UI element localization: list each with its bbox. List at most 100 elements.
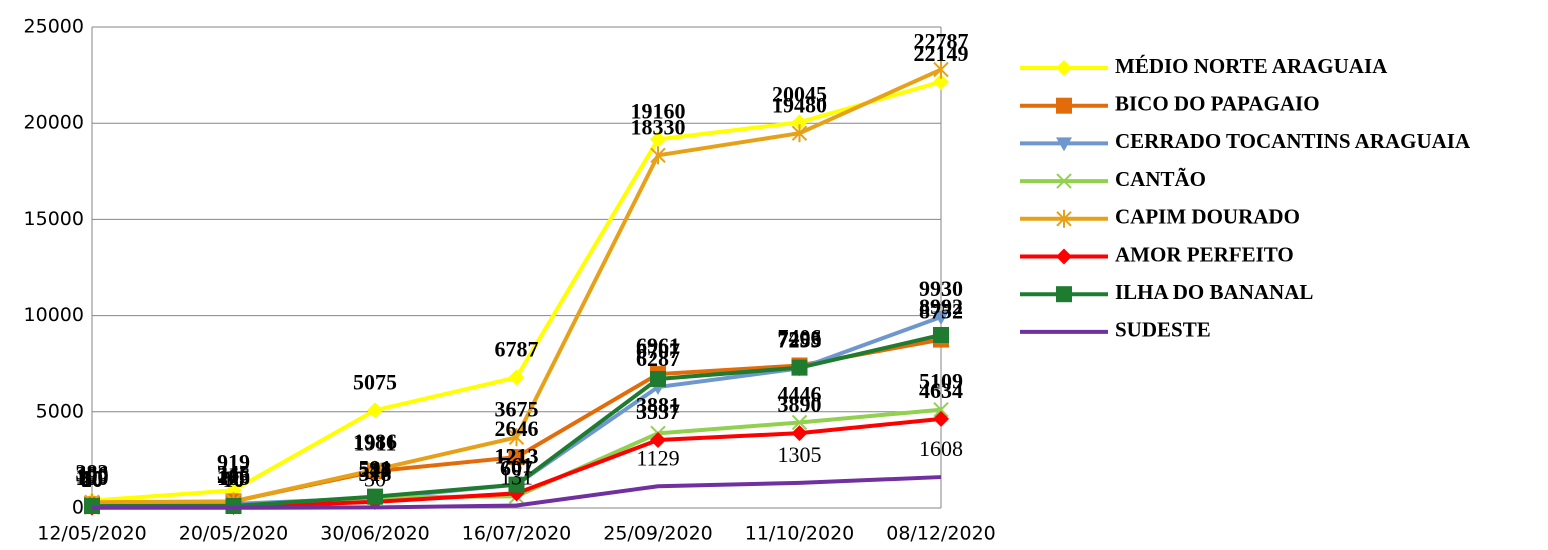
x-tick-label: 11/10/2020 [745,523,855,545]
legend-label: ILHA DO BANANAL [1115,280,1313,304]
legend-label: AMOR PERFEITO [1115,242,1294,266]
x-tick-label: 12/05/2020 [37,523,147,545]
marker [933,326,949,343]
marker [791,359,808,376]
data-label: 548 [359,457,392,482]
marker [791,414,808,431]
marker [791,124,808,143]
data-label: 4634 [919,378,963,403]
data-label: 8992 [919,294,963,319]
data-label: 1986 [353,429,397,454]
data-label: 5075 [353,369,397,394]
data-label: 1911 [354,430,397,455]
legend-label: CANTÃO [1115,167,1206,191]
data-label: 7253 [778,327,822,352]
data-label: 383 [76,460,109,485]
data-label: 513 [359,457,392,482]
marker [508,369,525,386]
data-label: 6787 [495,336,539,361]
data-label: 19480 [772,92,827,117]
marker [508,428,525,447]
data-label: 6707 [636,338,680,363]
data-label: 607 [500,455,533,480]
marker [508,476,525,493]
marker [791,114,808,131]
marker [791,425,808,442]
marker [933,401,949,418]
data-label: 50 [81,466,103,491]
legend-entry: BICO DO PAPAGAIO [1020,92,1320,116]
data-label: 22787 [914,29,969,54]
marker [650,370,666,387]
data-label: 3537 [636,399,680,424]
legend-entry: CAPIM DOURADO [1020,205,1300,229]
data-label: 1213 [495,444,539,469]
x-tick-label: 08/12/2020 [886,523,996,545]
data-label: 100 [76,465,109,490]
legend-entry: CERRADO TOCANTINS ARAGUAIA [1020,129,1471,153]
marker [933,60,949,79]
y-tick-label: 25000 [24,16,84,38]
data-label: 7406 [778,325,822,350]
data-label: 60 [223,466,245,491]
data-label: 10 [81,467,103,492]
marker [508,449,525,466]
data-label: 300 [76,461,109,486]
data-label: 18330 [631,114,686,139]
data-label: 6287 [636,346,680,371]
marker [1056,60,1072,76]
data-label: 190 [76,463,109,488]
series-line [92,475,942,510]
data-label: 3881 [636,392,680,417]
marker [1056,173,1072,189]
legend-label: BICO DO PAPAGAIO [1115,92,1320,116]
marker [367,488,383,505]
data-label: 5109 [919,369,963,394]
marker [1056,137,1072,152]
data-label: 591 [359,456,392,481]
legend-label: SUDESTE [1115,318,1211,342]
marker [367,402,383,419]
x-tick-label: 25/09/2020 [603,523,713,545]
marker [1056,97,1072,114]
data-label: 3675 [495,396,539,421]
data-label: 3890 [778,392,822,417]
marker [650,146,666,165]
data-label: 20045 [772,81,827,106]
data-label: 4446 [778,382,822,407]
y-tick-label: 20000 [24,112,84,134]
data-label: 10 [223,467,245,492]
data-label: 30 [364,466,386,491]
data-label: 318 [359,461,392,486]
data-label: 1305 [778,442,822,467]
data-label: 1129 [636,445,679,470]
legend-label: CERRADO TOCANTINS ARAGUAIA [1115,129,1471,153]
data-label: 345 [217,460,250,485]
marker [933,410,949,427]
legend-entry: AMOR PERFEITO [1020,242,1294,266]
legend-entry: MÉDIO NORTE ARAGUAIA [1020,54,1388,78]
y-tick-label: 0 [72,497,84,519]
x-tick-label: 30/06/2020 [320,523,430,545]
series [92,475,942,510]
legend-entry: SUDESTE [1020,318,1211,342]
legend-entry: CANTÃO [1020,167,1206,191]
legend-entry: ILHA DO BANANAL [1020,280,1313,304]
marker [933,310,949,325]
data-label: 60 [223,466,245,491]
x-tick-label: 20/05/2020 [179,523,289,545]
data-label: 761 [500,452,533,477]
x-tick-label: 16/07/2020 [462,523,572,545]
data-label: 105 [217,465,250,490]
data-label: 22149 [914,41,969,66]
data-label: 19160 [631,98,686,123]
data-label: 216 [217,463,250,488]
marker [1056,286,1072,303]
marker [650,131,666,148]
y-tick-label: 5000 [36,400,84,422]
y-tick-label: 10000 [24,304,84,326]
marker [367,460,383,479]
data-label: 1608 [919,436,963,461]
data-label: 2646 [495,416,539,441]
